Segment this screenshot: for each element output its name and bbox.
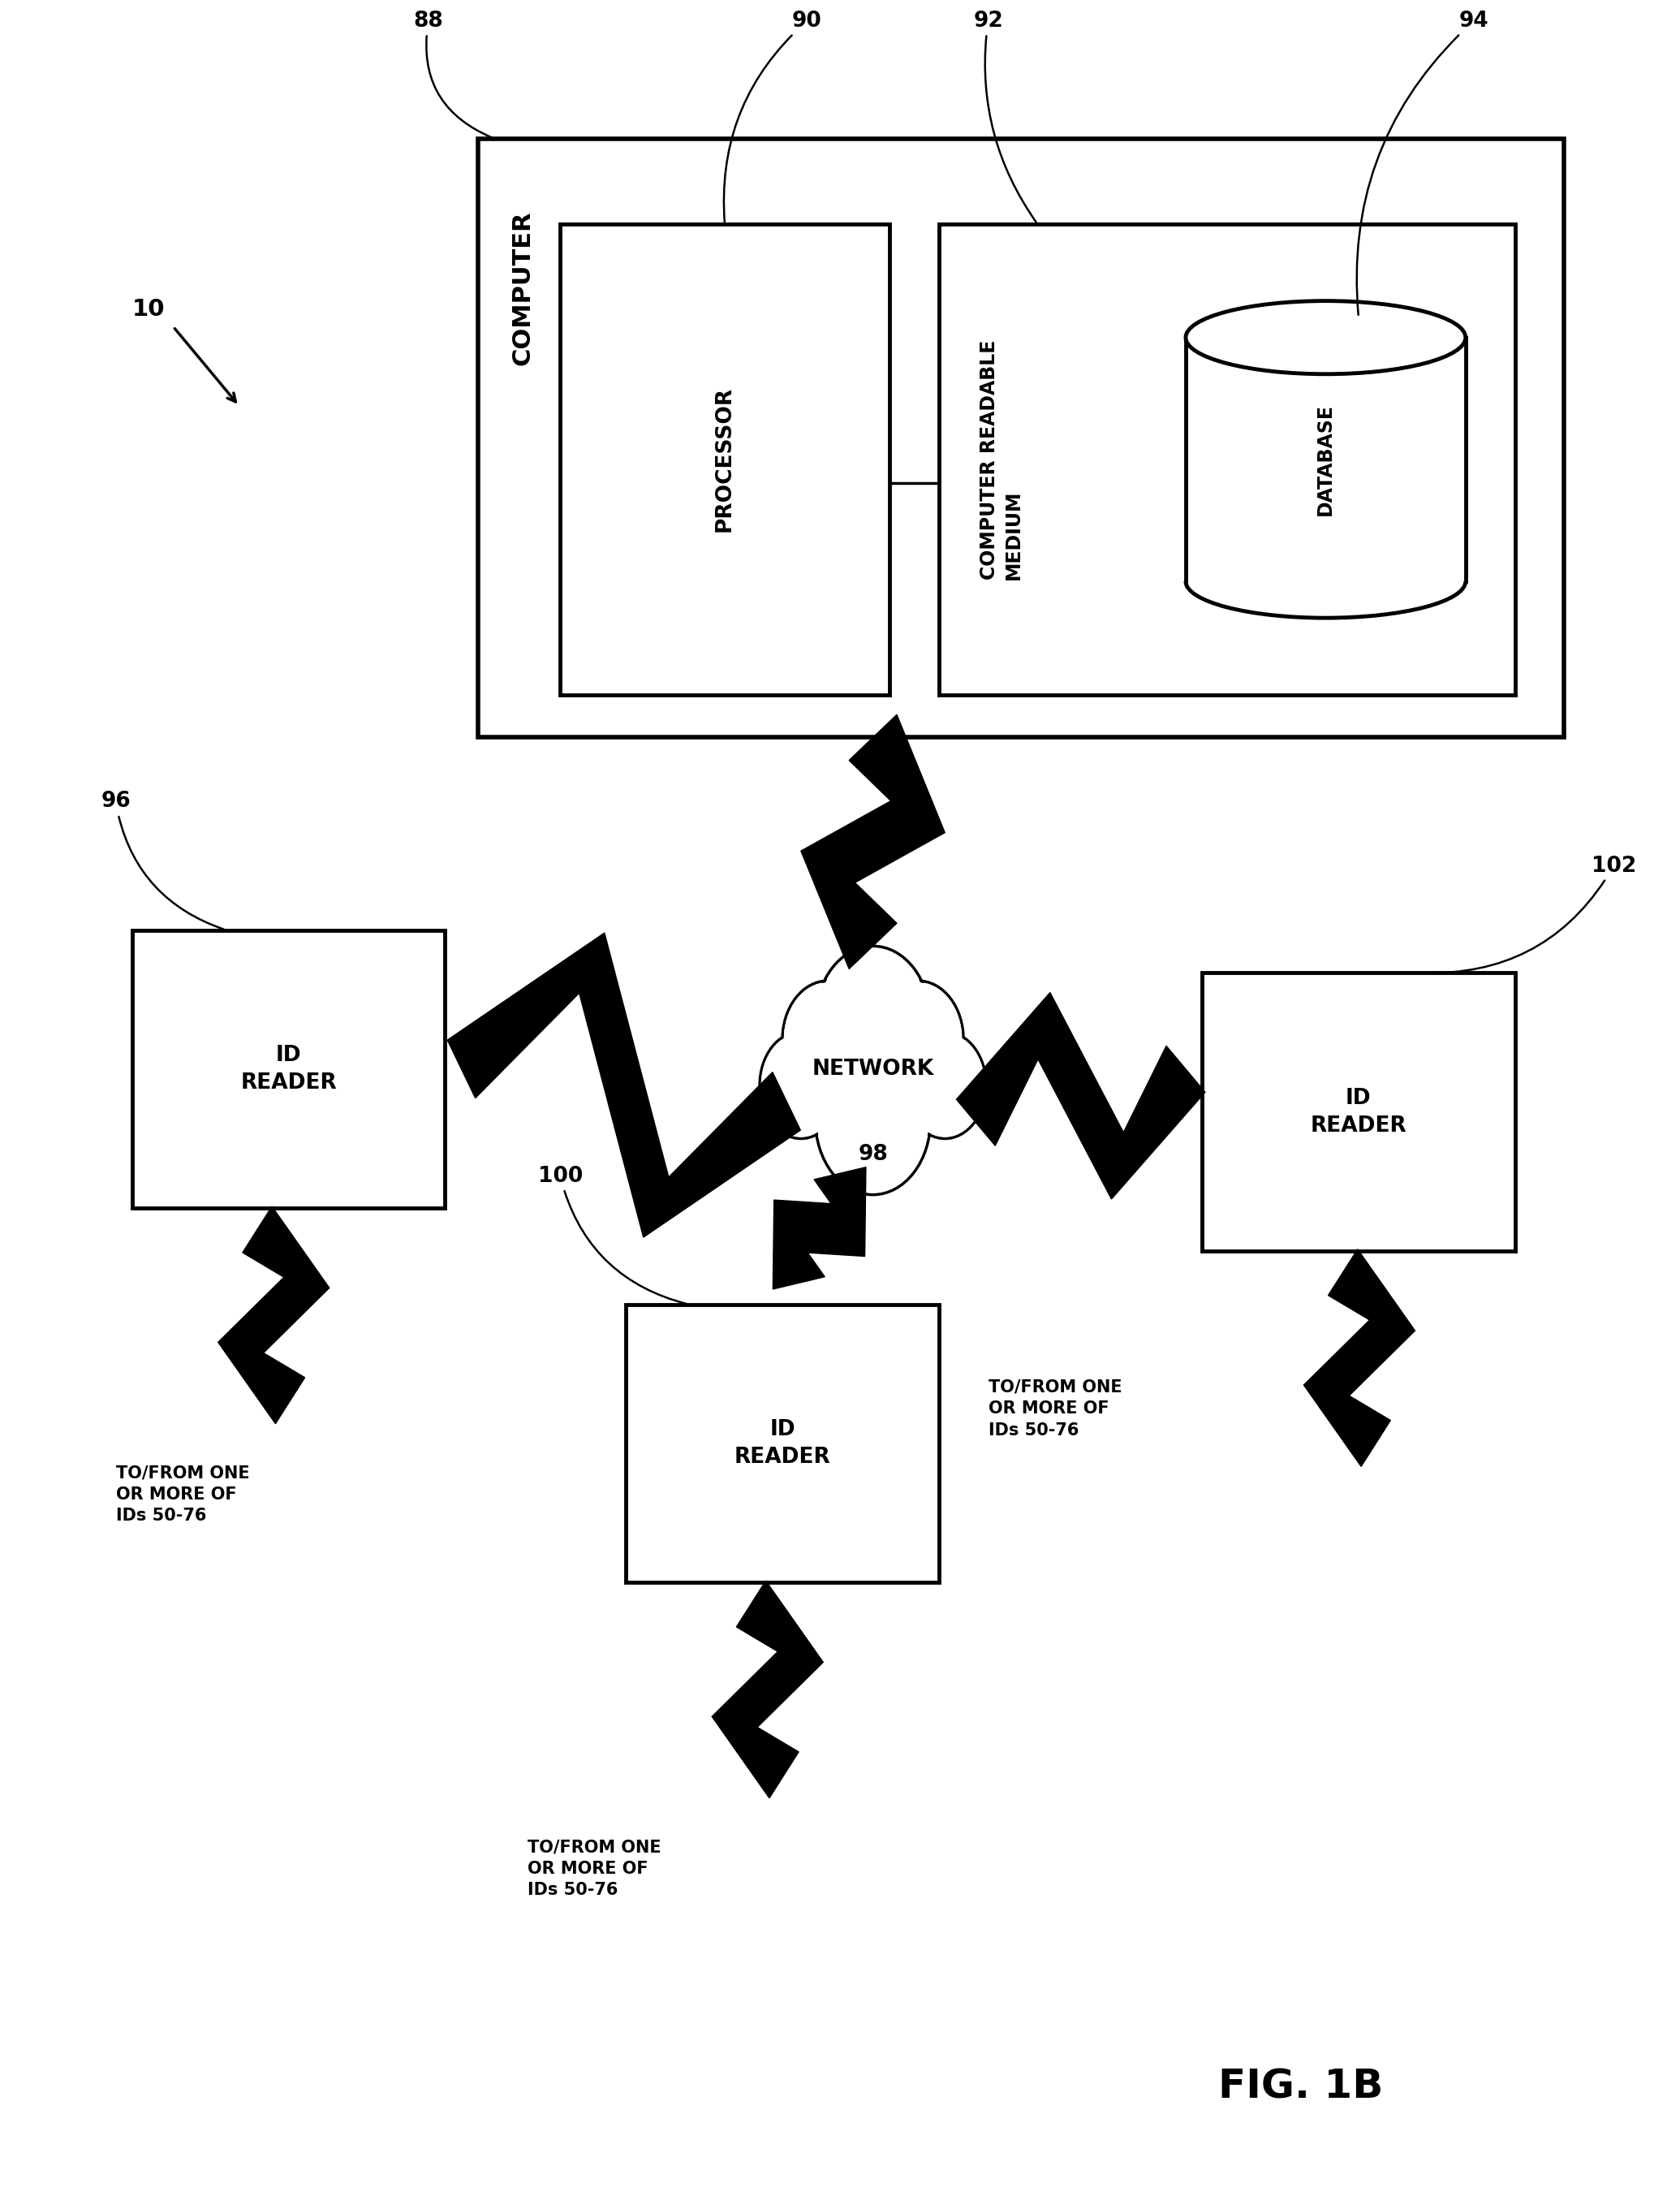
Text: 92: 92 (973, 11, 1037, 223)
Text: PROCESSOR: PROCESSOR (714, 387, 736, 532)
Circle shape (815, 1045, 931, 1195)
Text: COMPUTER READABLE
MEDIUM: COMPUTER READABLE MEDIUM (979, 340, 1023, 579)
Text: COMPUTER: COMPUTER (511, 210, 534, 367)
Text: 90: 90 (724, 11, 822, 221)
Text: ID
READER: ID READER (240, 1045, 336, 1093)
Circle shape (759, 1032, 842, 1138)
Text: FIG. 1B: FIG. 1B (1218, 2068, 1383, 2107)
Bar (1186, 300, 1465, 581)
Bar (939, 223, 1515, 694)
Text: 98: 98 (858, 1144, 887, 1164)
Polygon shape (801, 716, 944, 970)
Polygon shape (712, 1582, 823, 1798)
Circle shape (874, 981, 963, 1098)
Polygon shape (956, 992, 1205, 1199)
Polygon shape (447, 932, 800, 1237)
Circle shape (874, 983, 963, 1096)
Polygon shape (218, 1206, 329, 1423)
Circle shape (783, 981, 874, 1098)
Bar (627, 1303, 939, 1582)
Bar (477, 139, 1564, 738)
Bar (559, 223, 889, 694)
Bar (133, 930, 445, 1208)
Text: NETWORK: NETWORK (811, 1058, 934, 1080)
Circle shape (906, 1034, 984, 1138)
Circle shape (785, 983, 872, 1096)
Circle shape (904, 1032, 986, 1138)
Bar (1203, 972, 1515, 1250)
Text: TO/FROM ONE
OR MORE OF
IDs 50-76: TO/FROM ONE OR MORE OF IDs 50-76 (116, 1465, 249, 1524)
Circle shape (815, 945, 931, 1096)
Polygon shape (773, 1166, 865, 1290)
Text: 96: 96 (101, 791, 223, 930)
Text: TO/FROM ONE
OR MORE OF
IDs 50-76: TO/FROM ONE OR MORE OF IDs 50-76 (988, 1378, 1122, 1438)
Text: ID
READER: ID READER (1310, 1087, 1406, 1135)
Text: TO/FROM ONE
OR MORE OF
IDs 50-76: TO/FROM ONE OR MORE OF IDs 50-76 (528, 1840, 660, 1898)
Text: 102: 102 (1423, 855, 1636, 972)
Circle shape (761, 1034, 840, 1138)
Ellipse shape (1186, 300, 1465, 373)
Text: DATABASE: DATABASE (1315, 404, 1336, 515)
Circle shape (816, 1047, 929, 1193)
Text: 88: 88 (413, 11, 492, 137)
Text: 94: 94 (1357, 11, 1488, 316)
Polygon shape (1304, 1250, 1415, 1467)
Text: 10: 10 (133, 298, 165, 320)
Circle shape (816, 948, 929, 1093)
Text: 100: 100 (538, 1166, 687, 1303)
Text: ID
READER: ID READER (734, 1418, 830, 1467)
